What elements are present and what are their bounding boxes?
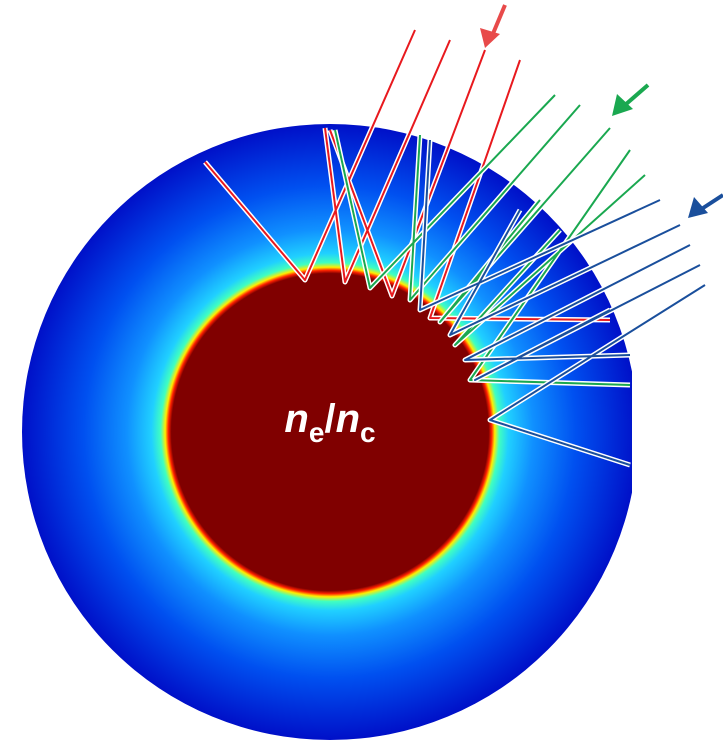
label-n: n bbox=[336, 397, 360, 441]
label-n: n bbox=[284, 397, 308, 441]
arrows bbox=[480, 5, 723, 218]
label-sub-c: c bbox=[360, 417, 376, 448]
figure: ne/nc bbox=[0, 0, 723, 743]
label-sub-e: e bbox=[309, 417, 325, 448]
page: ne/nc (() => { const data = JSON.parse(d… bbox=[0, 0, 723, 743]
label-slash: / bbox=[324, 397, 335, 441]
